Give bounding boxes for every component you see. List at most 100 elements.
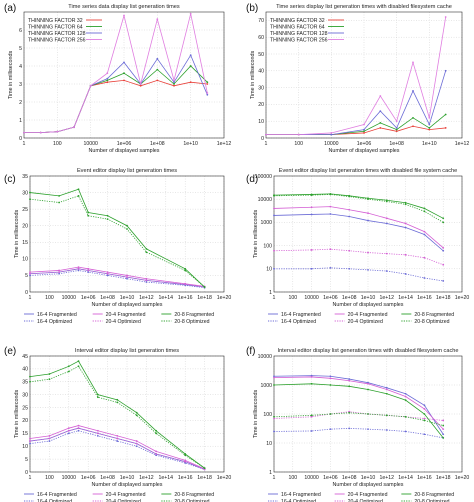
panel-6-series-5-point-5 — [385, 392, 388, 395]
panel-6-xtick-3: 1e+06 — [323, 475, 338, 481]
panel-5-legend-label-6: 20-8 Optimized — [174, 499, 209, 502]
panel-1-ytick-1: 1 — [19, 118, 22, 124]
panel-3-series-2-point-0 — [29, 274, 31, 277]
panel-5-series-6 — [29, 365, 205, 469]
panel-3-series-4-point-0 — [29, 272, 31, 275]
panel-6-series-1-point-6 — [404, 392, 407, 395]
panel-6-series-3-point-6 — [404, 395, 407, 398]
panel-2-xtick-6: 1e+12 — [455, 141, 470, 147]
panel-5-series-4-point-8 — [184, 460, 187, 463]
panel-3-xtick-9: 1e+18 — [197, 295, 212, 301]
panel-1-series-2-point-9 — [173, 83, 175, 85]
panel-1-series-4-point-2 — [56, 130, 59, 133]
panel-1-series-3 — [24, 54, 208, 134]
panel-4-title: Event editor display list generation tim… — [279, 168, 457, 174]
panel-2-series-3-point-4 — [379, 110, 382, 113]
panel-5-series-6-point-9 — [203, 467, 206, 470]
panel-6-series-5-point-0 — [273, 384, 275, 386]
panel-4-series-4-point-1 — [310, 249, 313, 251]
panel-6-series-5-point-1 — [310, 382, 313, 385]
panel-3-series-4-point-2 — [77, 267, 80, 270]
panel-5-series-2-point-8 — [184, 462, 187, 464]
panel-5-series-2-point-4 — [97, 435, 99, 437]
panel-4-legend-label-2: 16-4 Optimized — [281, 319, 316, 325]
panel-3-xtick-0: 1 — [29, 295, 32, 301]
panel-3-legend-label-6: 20-8 Optimized — [174, 319, 209, 325]
panel-3-series-5-point-7 — [184, 267, 187, 270]
panel-4-series-6-point-5 — [385, 200, 388, 203]
panel-3-ytick-7: 35 — [22, 174, 28, 180]
panel-1-series-1-point-5 — [106, 81, 109, 84]
panel-4-series-2-point-3 — [348, 267, 351, 270]
panel-6-series-2-point-3 — [348, 427, 351, 430]
panel-2-series-2-point-7 — [428, 127, 431, 129]
panel-6-series-1-point-7 — [423, 404, 426, 407]
panel-5-ytick-0: 0 — [25, 470, 28, 476]
panel-6-series-5-point-2 — [329, 384, 332, 386]
panel-1-series-1 — [24, 79, 208, 134]
panel-2-series-3-point-5 — [395, 127, 398, 129]
panel-3-label: (c) — [4, 174, 16, 185]
panel-5-series-5 — [29, 360, 205, 469]
panel-5-series-5-point-5 — [116, 398, 119, 401]
panel-3-series-6-point-4 — [106, 218, 109, 220]
panel-1-series-4-point-10 — [189, 12, 192, 15]
panel-2-xlabel: Number of displayed samples — [328, 148, 399, 154]
panel-4-ytick-1: 10 — [266, 267, 272, 273]
panel-5-series-4-point-3 — [77, 427, 80, 430]
panel-5-series-3-point-6 — [135, 440, 138, 442]
panel-1-series-2-point-11 — [206, 81, 209, 84]
panel-2-series-4-point-6 — [412, 61, 414, 64]
panel-3-series-3-point-0 — [29, 271, 31, 274]
panel-6-series-1-point-5 — [385, 386, 388, 389]
panel-4-series-4-point-3 — [348, 249, 351, 252]
panel-1-ylabel: Time in milliseconds — [8, 51, 14, 100]
panel-4-xtick-0: 1 — [273, 295, 276, 301]
panel-6-legend-label-5: 20-8 Fragmented — [414, 492, 454, 498]
panel-1-xtick-0: 1 — [23, 141, 26, 147]
panel-3-series-3-point-6 — [145, 277, 148, 280]
panel-4-series-6-point-1 — [310, 194, 313, 197]
panel-6-series-2-point-5 — [385, 429, 388, 431]
panel-5-series-6-point-1 — [48, 378, 51, 381]
panel-4-series-2-point-7 — [423, 277, 426, 279]
panel-5-series-1 — [29, 427, 205, 470]
panel-3-ytick-2: 10 — [22, 257, 28, 263]
panel-1-xlabel: Number of displayed samples — [88, 148, 159, 154]
panel-4-series-4-point-6 — [404, 253, 407, 256]
panel-4-series-6-point-2 — [329, 193, 332, 196]
panel-5-series-3-point-5 — [116, 435, 119, 437]
panel-5-xtick-4: 1e+08 — [100, 475, 115, 481]
panel-6-xtick-1: 100 — [288, 475, 297, 481]
panel-1-series-4 — [24, 13, 208, 134]
panel-6-series-6-point-8 — [442, 424, 445, 427]
panel-3-series-2-point-3 — [87, 271, 90, 274]
panel-6-legend-label-2: 16-4 Optimized — [281, 499, 316, 502]
panel-5-series-5-point-3 — [77, 360, 80, 363]
panel-3-xtick-2: 10000 — [62, 295, 77, 301]
panel-2-series-1-point-8 — [444, 127, 447, 129]
panel-4-legend-label-1: 16-4 Fragmented — [281, 312, 321, 318]
panel-4-ytick-5: 100000 — [255, 174, 272, 180]
panel-4-xtick-8: 1e+16 — [417, 295, 432, 301]
panel-6-series-1-point-2 — [329, 375, 332, 378]
panel-3-ylabel: Time in milliseconds — [14, 210, 20, 259]
panel-4-xtick-9: 1e+18 — [436, 295, 451, 301]
panel-1-series-2-point-6 — [123, 72, 125, 75]
panel-5-series-3-point-0 — [29, 437, 31, 440]
panel-3-series-5-point-5 — [126, 224, 128, 227]
panel-5-series-5-point-7 — [155, 429, 158, 432]
panel-3-series-2-point-5 — [126, 277, 128, 280]
panel-2-ytick-4: 40 — [258, 69, 264, 75]
panel-5-ylabel: Time in milliseconds — [14, 390, 20, 439]
panel-5-series-6-point-5 — [116, 401, 119, 404]
panel-4-xtick-7: 1e+14 — [398, 295, 413, 301]
panel-3-series-6-point-1 — [58, 201, 60, 204]
panel-1-series-3-point-9 — [173, 81, 175, 84]
panel-3-series-5-point-4 — [106, 214, 109, 217]
panel-6-ytick-4: 10000 — [258, 354, 273, 360]
panel-3-series-6-point-2 — [77, 194, 80, 197]
panel-3-legend-label-2: 16-4 Optimized — [37, 319, 72, 325]
panel-5-legend-label-1: 16-4 Fragmented — [37, 492, 77, 498]
